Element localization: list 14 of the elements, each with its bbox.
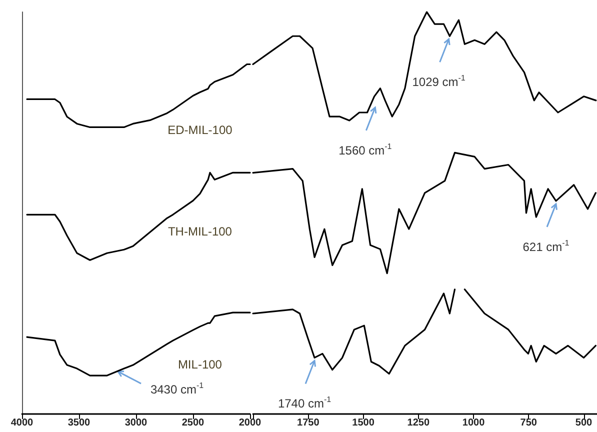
x-tick-label: 1750	[297, 418, 320, 428]
x-tick-label: 4000	[10, 418, 34, 428]
x-tick-label: 3000	[124, 418, 148, 428]
x-tick-label: 1250	[407, 418, 430, 428]
series-label: MIL-100	[178, 358, 222, 372]
x-tick-label: 3500	[68, 418, 91, 428]
series-label: TH-MIL-100	[168, 224, 232, 239]
x-tick-label: 1500	[352, 418, 375, 428]
series-label: ED-MIL-100	[168, 123, 233, 138]
x-tick-label: 1000	[462, 418, 486, 428]
x-tick-label: 2000	[238, 418, 262, 428]
x-tick-label: 2500	[182, 418, 205, 428]
x-tick-label: 500	[575, 418, 593, 428]
x-tick-label: 750	[520, 418, 538, 428]
